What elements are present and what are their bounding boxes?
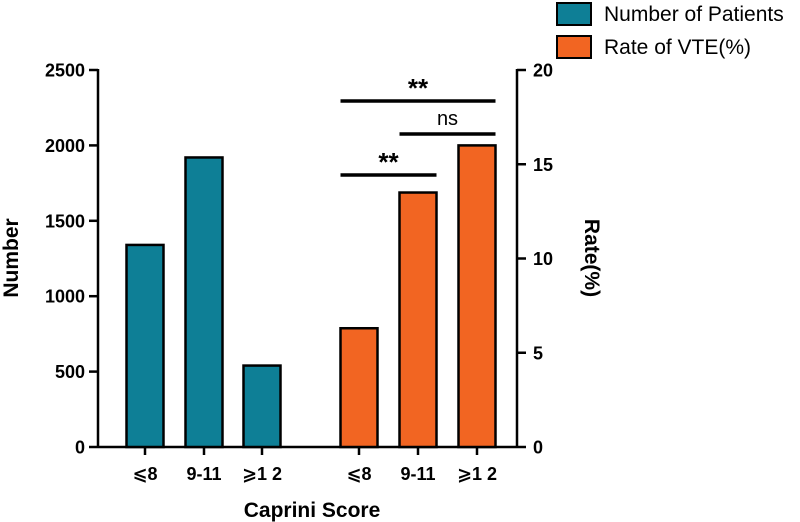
y-right-tick-label-4: 20 [533, 61, 553, 81]
x-tick-label-series1-cat0: ⩽8 [346, 464, 371, 484]
legend-swatch-rate [556, 35, 592, 59]
bar-series1-cat0 [339, 326, 379, 449]
x-axis-title: Caprini Score [244, 499, 381, 522]
legend-label-patients: Number of Patients [604, 3, 784, 26]
x-tick-label-series1-cat2: ⩾1 2 [457, 464, 497, 484]
y-right-axis-title: Rate(%) [580, 219, 603, 297]
y-left-tick-label-5: 2500 [45, 61, 85, 81]
y-right-tick-label-2: 10 [533, 249, 553, 269]
bar-series0-cat1 [184, 156, 224, 449]
y-right-tick-label-3: 15 [533, 155, 553, 175]
y-left-tick-label-3: 1500 [45, 211, 85, 231]
chart-marks: 0 500 1000 1500 2000 2500 0 5 10 15 20 ⩽8 9-11 ⩾1 2 ⩽8… [45, 61, 553, 485]
x-tick-label-series0-cat0: ⩽8 [132, 464, 157, 484]
y-left-tick-label-1: 500 [55, 362, 85, 382]
significance-label-2: ** [378, 147, 399, 177]
bar-series0-cat2 [242, 364, 282, 449]
y-left-tick-label-0: 0 [75, 438, 85, 458]
x-tick-label-series0-cat2: ⩾1 2 [242, 464, 282, 484]
legend-label-rate: Rate of VTE(%) [604, 36, 751, 59]
y-left-tick-label-4: 2000 [45, 136, 85, 156]
significance-label-1: ns [437, 108, 458, 130]
x-tick-label-series1-cat1: 9-11 [400, 464, 435, 484]
significance-label-0: ** [408, 73, 429, 103]
bar-series1-cat1 [398, 191, 438, 449]
bar-series1-cat2 [457, 144, 497, 449]
y-left-axis-title: Number [0, 218, 23, 297]
legend-swatch-patients [556, 2, 592, 26]
legend: Number of Patients Rate of VTE(%) [556, 2, 784, 59]
y-right-tick-label-0: 0 [533, 438, 543, 458]
x-tick-label-series0-cat1: 9-11 [186, 464, 221, 484]
y-left-tick-label-2: 1000 [45, 287, 85, 307]
y-right-tick-label-1: 5 [533, 343, 543, 363]
bar-series0-cat0 [125, 243, 165, 449]
